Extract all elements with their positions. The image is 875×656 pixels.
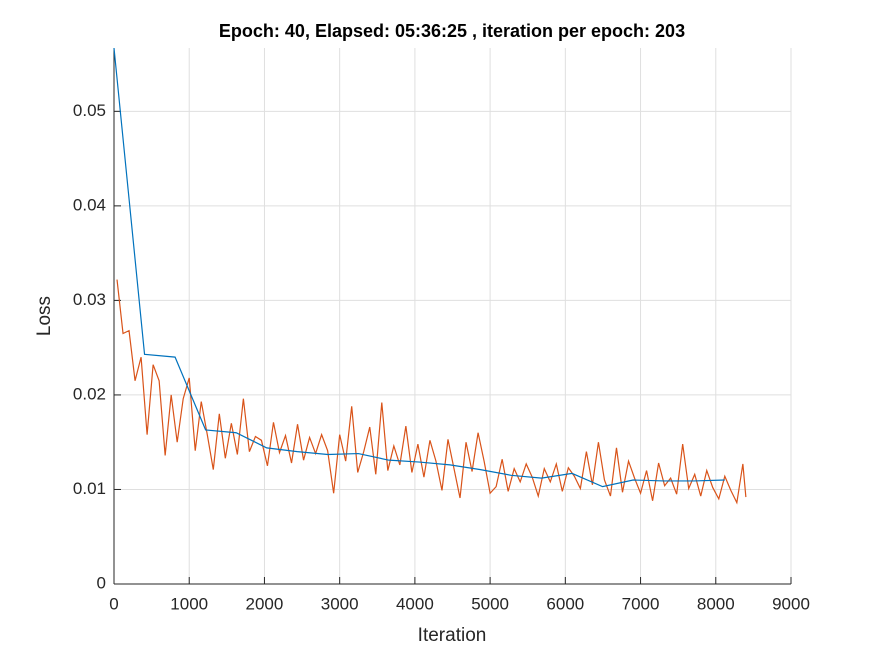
x-tick-label: 6000	[546, 594, 584, 613]
y-tick-label: 0.05	[73, 101, 106, 120]
x-tick-label: 1000	[170, 594, 208, 613]
x-tick-label: 5000	[471, 594, 509, 613]
series-line	[113, 47, 725, 488]
y-tick-label: 0.04	[73, 195, 106, 214]
x-tick-label: 4000	[396, 594, 434, 613]
chart-title: Epoch: 40, Elapsed: 05:36:25 , iteration…	[219, 21, 685, 41]
y-axis-label: Loss	[34, 296, 55, 336]
x-axis-label: Iteration	[418, 625, 487, 646]
x-tick-label: 2000	[246, 594, 284, 613]
y-tick-label: 0.01	[73, 479, 106, 498]
y-tick-label: 0.02	[73, 384, 106, 403]
x-tick-label: 8000	[697, 594, 735, 613]
x-tick-label: 9000	[772, 594, 810, 613]
x-tick-label: 7000	[622, 594, 660, 613]
x-tick-label: 3000	[321, 594, 359, 613]
y-tick-label: 0	[97, 573, 106, 592]
series-line	[116, 279, 747, 505]
y-tick-label: 0.03	[73, 290, 106, 309]
x-tick-label: 0	[109, 594, 118, 613]
